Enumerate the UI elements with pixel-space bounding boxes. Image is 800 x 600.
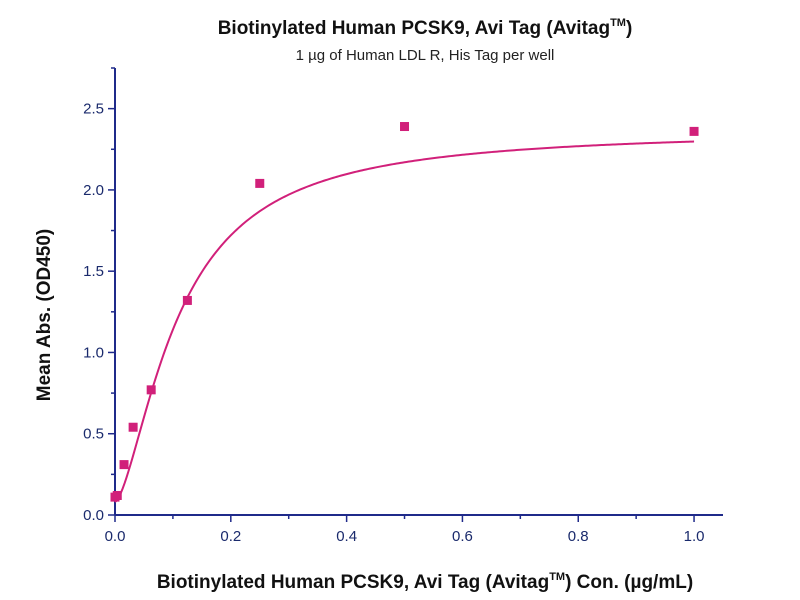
y-tick-label: 1.0	[83, 344, 104, 361]
x-axis-label-main: Biotinylated Human PCSK9, Avi Tag (Avita…	[157, 572, 549, 593]
fit-curve	[114, 140, 695, 503]
data-point	[182, 295, 192, 305]
x-tick-label: 0.4	[336, 528, 357, 545]
chart-title-main: Biotinylated Human PCSK9, Avi Tag (Avita…	[218, 18, 610, 39]
x-axis-label-superscript: TM	[549, 571, 565, 583]
y-tick-label: 0.5	[83, 426, 104, 443]
y-axis-label: Mean Abs. (OD450)	[34, 229, 55, 401]
chart-title: Biotinylated Human PCSK9, Avi Tag (Avita…	[218, 17, 633, 39]
data-point	[128, 422, 138, 432]
x-tick-label: 1.0	[684, 528, 705, 545]
data-point	[689, 126, 699, 136]
x-axis-label-suffix: ) Con. (µg/mL)	[565, 572, 693, 593]
data-point	[255, 178, 265, 188]
x-tick-label: 0.0	[105, 528, 126, 545]
x-tick-label: 0.2	[220, 528, 241, 545]
data-points	[110, 122, 699, 502]
data-point	[112, 490, 122, 500]
y-tick-label: 1.5	[83, 263, 104, 280]
x-tick-label: 0.8	[568, 528, 589, 545]
axis-ticks: 0.0 0.2 0.4 0.6 0.8 1.0 0.0 0.5 1.0 1.5 2.0 2.5	[83, 67, 705, 545]
data-point	[119, 460, 129, 470]
data-point	[146, 385, 156, 395]
chart-title-suffix: )	[626, 18, 632, 39]
data-point	[400, 122, 410, 132]
y-tick-label: 2.0	[83, 182, 104, 199]
chart-subtitle: 1 µg of Human LDL R, His Tag per well	[296, 47, 555, 64]
y-tick-label: 2.5	[83, 101, 104, 118]
x-tick-label: 0.6	[452, 528, 473, 545]
chart-title-superscript: TM	[610, 17, 626, 29]
x-axis-label: Biotinylated Human PCSK9, Avi Tag (Avita…	[157, 571, 693, 593]
y-tick-label: 0.0	[83, 507, 104, 524]
